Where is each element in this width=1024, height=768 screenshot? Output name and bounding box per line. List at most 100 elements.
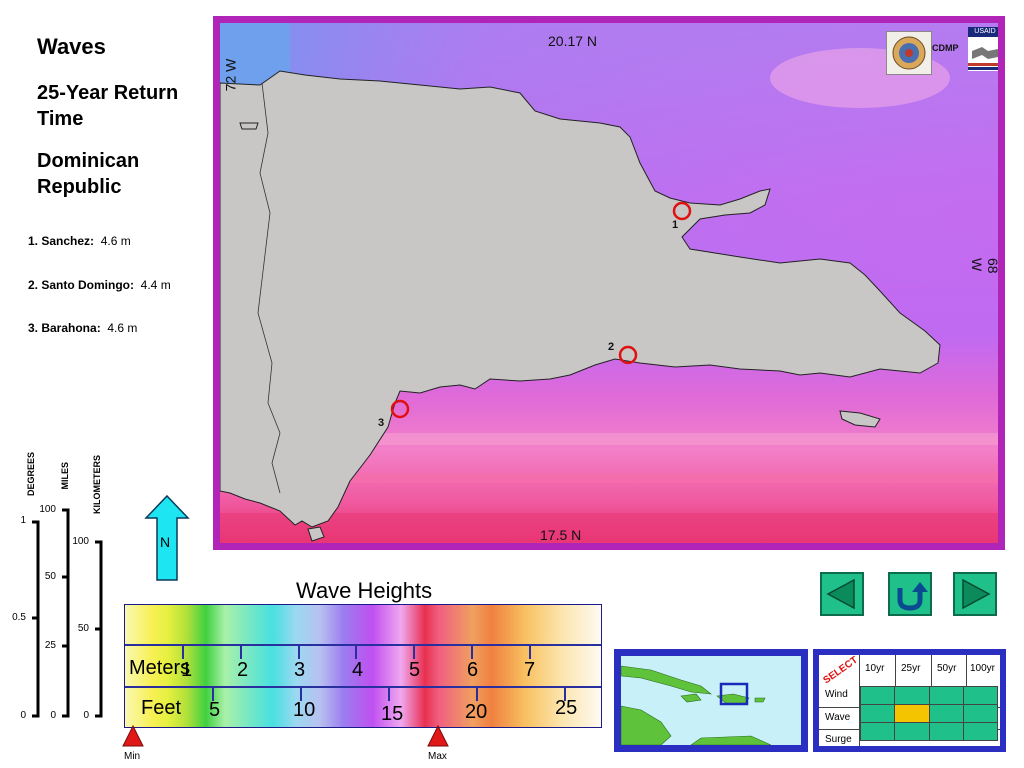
cell-wave-100yr[interactable] [962, 704, 999, 723]
page-title: Waves [37, 34, 106, 59]
meters-tick: 5 [409, 659, 421, 681]
sea-band [220, 513, 998, 543]
longitude-left-label: 72 W [222, 58, 239, 92]
selection-grid [859, 686, 999, 741]
island [239, 122, 259, 130]
row-label-surge: Surge [825, 734, 852, 745]
usaid-logo-text: USAID [968, 27, 998, 37]
locator-map[interactable] [621, 656, 801, 745]
locator-map-frame [614, 649, 808, 752]
meters-tick: 1 [181, 659, 193, 681]
longitude-right-label: 68 W [969, 258, 998, 274]
degrees-tick: 0.5 [12, 612, 26, 623]
miles-tick: 0 [50, 710, 56, 721]
feet-tick: 5 [209, 699, 221, 721]
degrees-tick: 1 [20, 515, 26, 526]
miles-tick: 25 [44, 640, 56, 651]
latitude-bottom-label: 17.5 N [540, 527, 582, 543]
cell-surge-10yr[interactable] [859, 722, 896, 741]
max-marker-icon[interactable] [426, 724, 450, 750]
meters-tick: 7 [524, 659, 536, 681]
reset-button[interactable] [888, 572, 932, 616]
map-frame: 1 2 3 20.17 N 17.5 N 72 W 68 W CDMP USAI… [213, 16, 1005, 550]
cell-surge-25yr[interactable] [894, 722, 930, 741]
km-tick: 100 [72, 536, 89, 547]
site-value: 4.6 m [107, 321, 138, 335]
legend-axes [125, 644, 601, 701]
cell-wind-50yr[interactable] [928, 686, 964, 705]
scenario-selector: SELECT 10yr 25yr 50yr 100yr Wind Wave Su… [813, 649, 1006, 752]
border-line [257, 82, 281, 494]
select-label: SELECT [821, 654, 861, 687]
meters-tick: 6 [467, 659, 479, 681]
feet-tick: 10 [293, 699, 316, 721]
feet-tick: 15 [381, 703, 404, 725]
cdmp-logo-text: CDMP [932, 43, 959, 53]
marker-label-2: 2 [608, 341, 615, 353]
site-value: 4.6 m [100, 234, 131, 248]
site-marker-3[interactable] [390, 399, 410, 419]
scale-bars-graphic [32, 508, 103, 718]
latitude-top-label: 20.17 N [548, 33, 598, 49]
back-button[interactable] [820, 572, 864, 616]
north-arrow-icon: N [144, 494, 190, 582]
forward-arrow-icon [962, 578, 991, 610]
site-value: 4.4 m [140, 278, 171, 292]
site-row-santo-domingo: 2. Santo Domingo: 4.4 m [28, 278, 171, 292]
col-header-10yr: 10yr [865, 663, 885, 674]
col-header-50yr: 50yr [937, 663, 957, 674]
wave-map[interactable]: 1 2 3 20.17 N 17.5 N 72 W 68 W CDMP USAI… [220, 23, 998, 543]
map-canvas [220, 23, 998, 543]
meters-tick: 4 [352, 659, 364, 681]
cell-wave-50yr[interactable] [928, 704, 964, 723]
sea-band [220, 433, 998, 445]
feet-label: Feet [141, 697, 182, 719]
sea-band [220, 473, 998, 483]
feet-tick: 20 [465, 701, 488, 723]
cell-surge-100yr[interactable] [962, 722, 999, 741]
feet-tick: 25 [555, 697, 578, 719]
back-arrow-icon [826, 578, 855, 610]
u-turn-icon [897, 582, 928, 611]
km-tick: 0 [83, 710, 89, 721]
return-time-title: 25-Year Return Time [37, 82, 179, 130]
cell-wave-10yr[interactable] [859, 704, 896, 723]
min-marker-icon[interactable] [121, 724, 145, 750]
cell-wave-25yr-selected[interactable] [894, 704, 930, 723]
oas-seal-icon [886, 31, 932, 75]
miles-tick: 50 [44, 571, 56, 582]
usaid-logo-icon: USAID [968, 27, 998, 71]
marker-label-1: 1 [672, 219, 679, 231]
meters-tick: 2 [237, 659, 249, 681]
cell-wind-25yr[interactable] [894, 686, 930, 705]
site-row-barahona: 3. Barahona: 4.6 m [28, 321, 137, 335]
site-label: 3. Barahona: [28, 321, 101, 335]
km-tick: 50 [77, 623, 89, 634]
forward-button[interactable] [953, 572, 997, 616]
min-label: Min [124, 751, 141, 762]
cell-wind-10yr[interactable] [859, 686, 896, 705]
wave-height-legend: Meters 1 2 3 4 5 6 7 Feet 5 10 15 20 25 [124, 604, 602, 728]
locator-map-graphic [621, 665, 772, 745]
cell-wind-100yr[interactable] [962, 686, 999, 705]
col-header-100yr: 100yr [970, 663, 996, 674]
land-hispaniola [220, 70, 941, 528]
north-label: N [160, 534, 171, 550]
marker-label-3: 3 [378, 417, 385, 429]
col-header-25yr: 25yr [901, 663, 921, 674]
site-row-sanchez: 1. Sanchez: 4.6 m [28, 234, 131, 248]
site-marker-1[interactable] [672, 201, 692, 221]
color-ramp [125, 605, 601, 727]
legend-title: Wave Heights [296, 578, 433, 603]
locator-highlight-box [719, 682, 749, 706]
cell-surge-50yr[interactable] [928, 722, 964, 741]
region-title: Dominican Republic [37, 150, 140, 198]
degrees-label: DEGREES [26, 452, 36, 497]
meters-tick: 3 [294, 659, 306, 681]
site-marker-2[interactable] [618, 345, 638, 365]
island [307, 526, 325, 542]
row-label-wave: Wave [825, 712, 851, 723]
degrees-tick: 0 [20, 710, 26, 721]
max-label: Max [428, 751, 447, 762]
meters-label: Meters [129, 657, 191, 679]
